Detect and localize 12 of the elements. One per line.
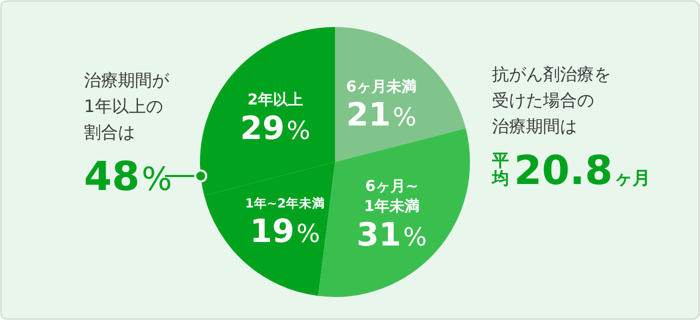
- data-label: 29%: [240, 109, 310, 148]
- data-label: 31%: [356, 215, 427, 254]
- data-label: 19%: [250, 212, 320, 250]
- text: 治療期間が1年以上の割合は: [84, 71, 170, 143]
- slice-label: 6ヶ月未満: [346, 77, 417, 96]
- text: 48%: [84, 154, 172, 200]
- slice-label: 1年~2年未満: [245, 196, 325, 211]
- text: 抗がん剤治療を受けた場合の治療期間は: [492, 65, 611, 137]
- data-label: 21%: [346, 96, 416, 134]
- pie-slice: [335, 27, 466, 162]
- slice-label: 6ヶ月~1年未満: [364, 176, 420, 215]
- slice-label: 2年以上: [248, 90, 303, 109]
